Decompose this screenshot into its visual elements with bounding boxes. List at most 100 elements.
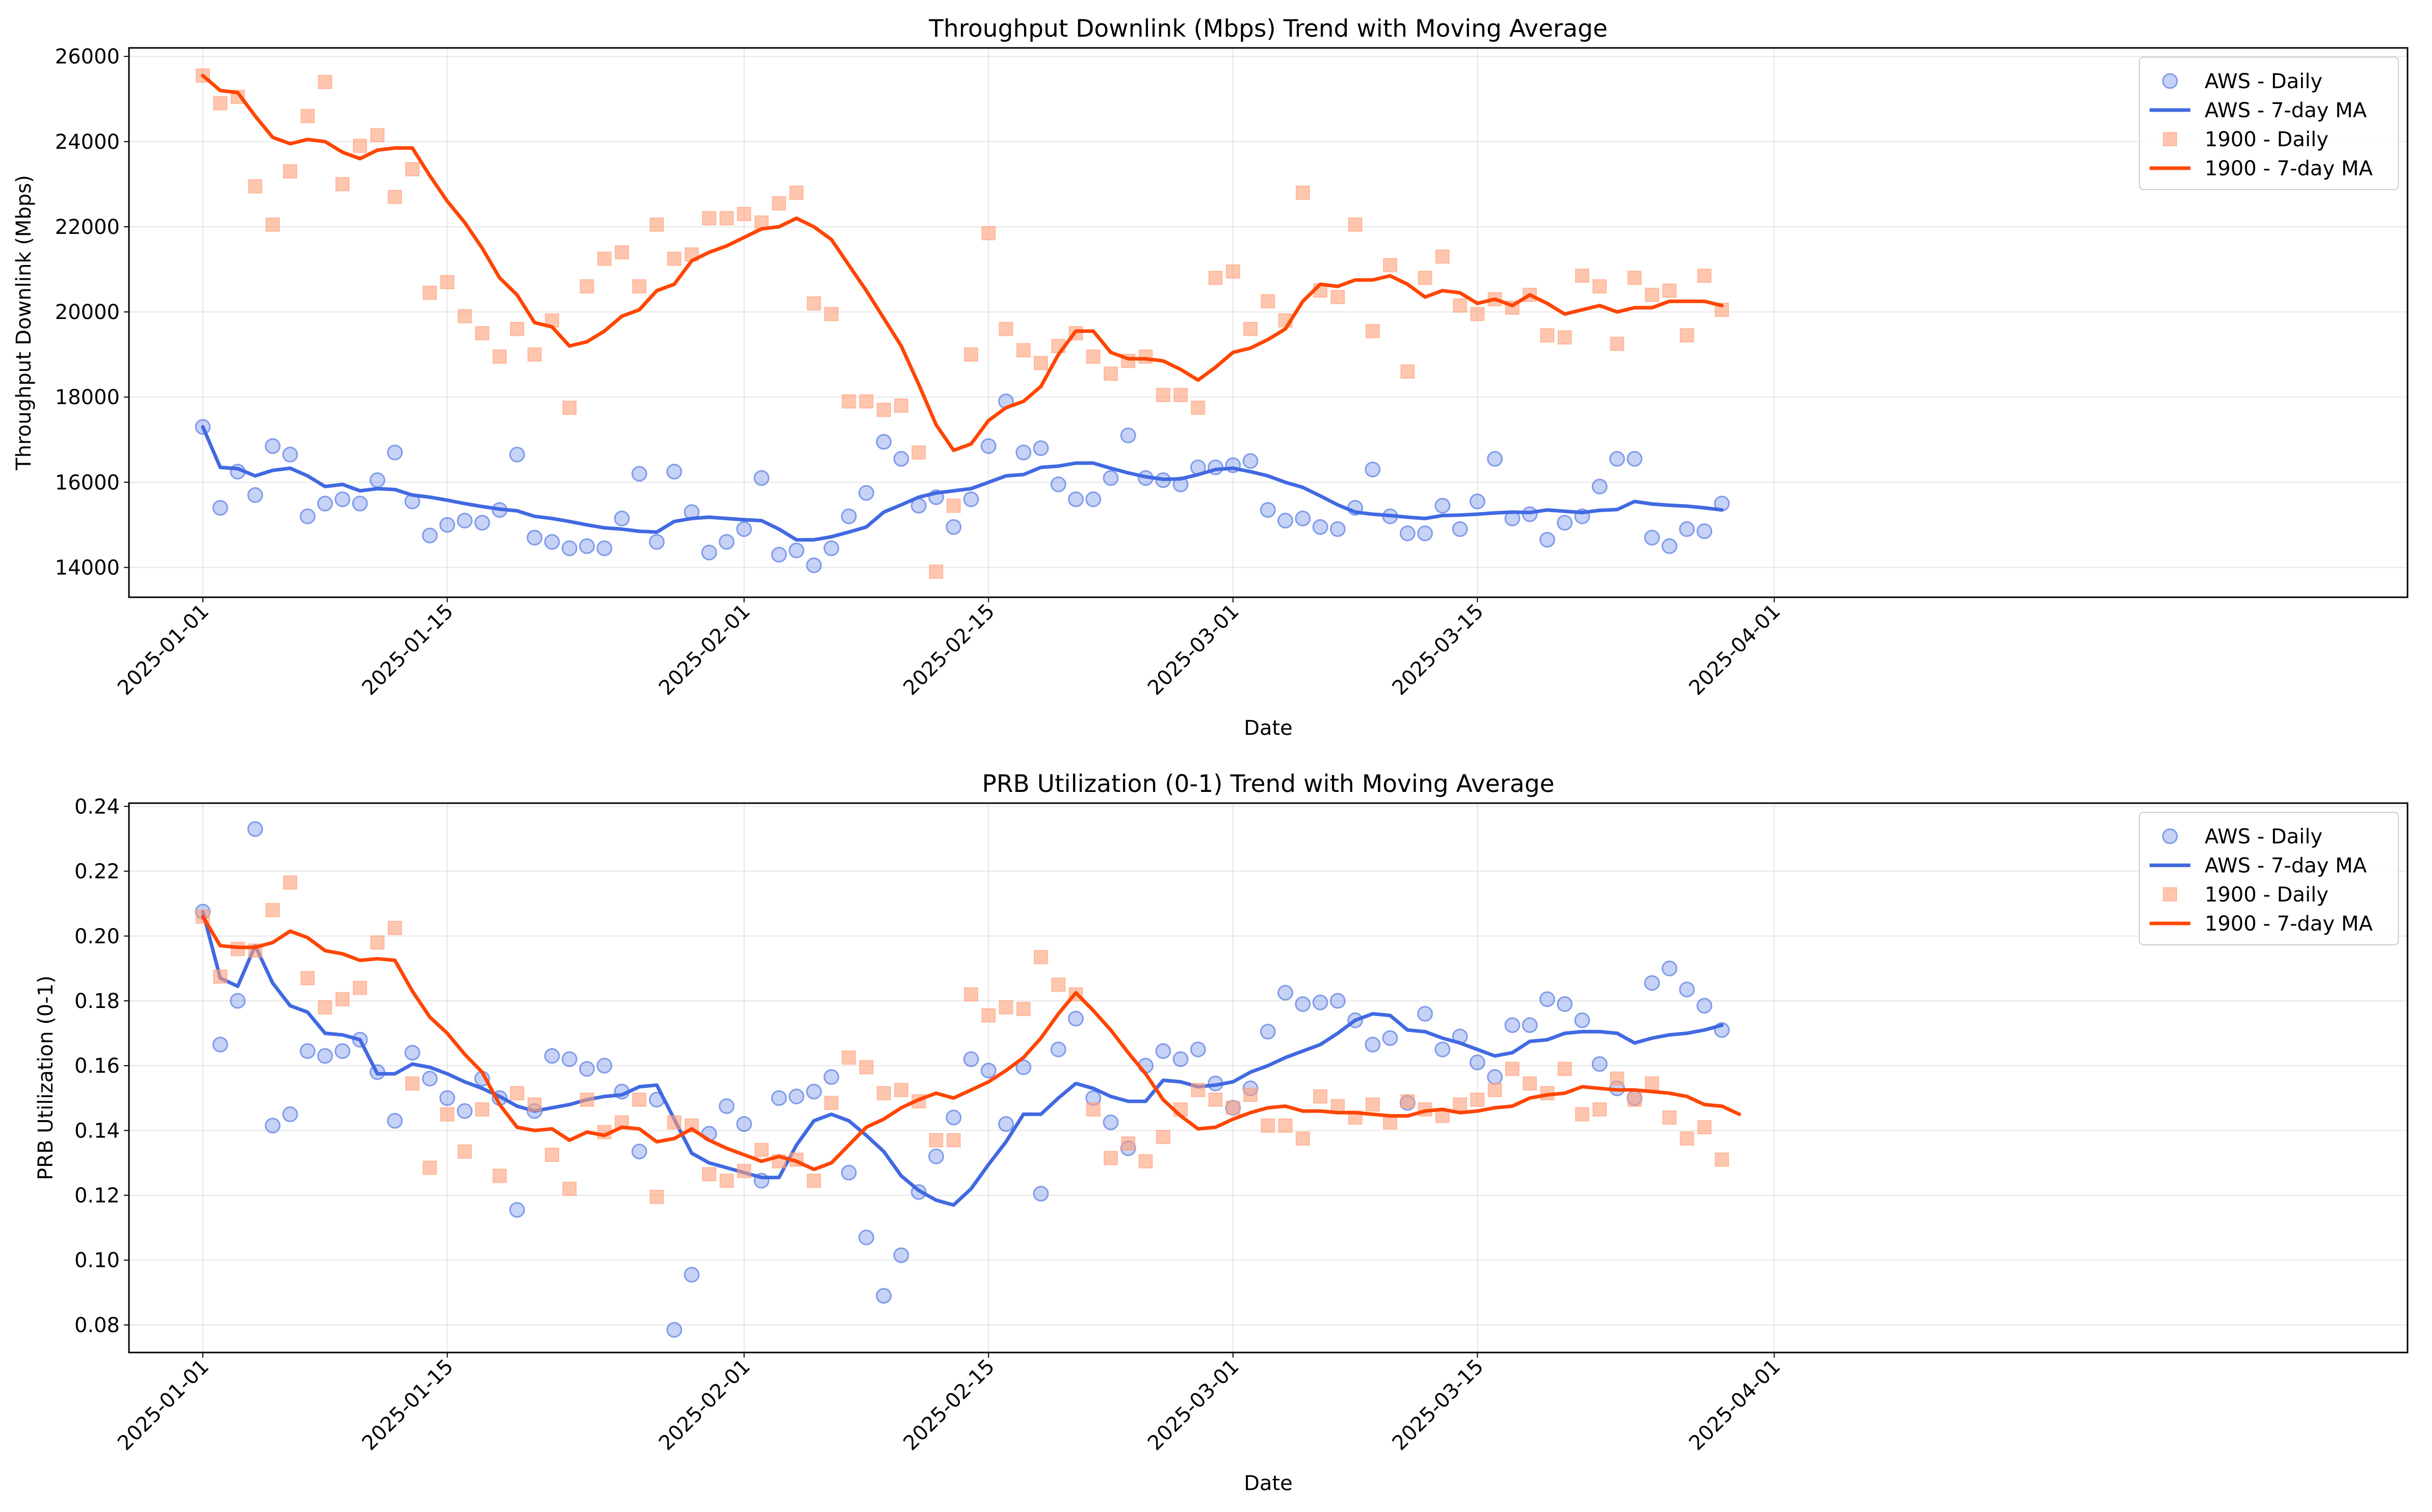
data-point [1277,985,1294,1001]
data-point [1260,1023,1276,1040]
data-point [1295,1131,1310,1146]
data-point [946,519,962,535]
x-tick-label: 2025-01-01 [113,600,214,700]
data-point [334,491,351,508]
series-3 [201,73,1724,453]
data-point [1522,1017,1538,1033]
data-point [702,1167,717,1182]
data-point [841,508,857,524]
data-point [562,401,577,415]
data-point [1714,1152,1729,1167]
x-axis-label: Date [1244,1472,1293,1495]
x-tick-label: 2025-02-15 [899,1355,999,1455]
data-point [544,1048,560,1064]
data-point [475,326,489,340]
data-point [370,128,385,143]
data-point [701,544,717,561]
data-point [283,875,298,890]
data-point [1242,453,1259,469]
data-point [1278,1118,1293,1133]
data-point [1348,217,1363,232]
data-point [1138,349,1153,364]
data-point [1050,1041,1066,1057]
data-point [457,1103,473,1119]
data-point [1016,343,1031,358]
data-point [299,508,316,524]
data-point [842,394,856,409]
legend: AWS - Daily AWS - 7-day MA 1900 - Daily 190… [2139,812,2399,945]
data-point [387,1112,403,1129]
data-point [754,1143,769,1157]
data-point [980,1063,997,1079]
data-point [1418,271,1432,285]
data-point [614,245,629,260]
legend-square-swatch [2163,887,2177,901]
data-point [1260,502,1276,518]
data-point [1557,996,1573,1012]
data-point [1469,493,1485,510]
prb-utilization-chart: 0.08 0.10 0.12 0.14 0.16 0.18 0.20 0.22 0.24 2025… [34,770,2409,1495]
data-point [597,251,612,266]
data-point [579,538,595,554]
data-point [1610,336,1625,351]
legend-circle-swatch [2162,73,2178,89]
y-axis-label: Throughput Downlink (Mbps) [12,175,36,470]
data-point [352,495,368,512]
data-point [858,485,874,501]
data-point [370,935,385,950]
data-point [771,546,787,563]
data-point [1033,1185,1049,1202]
legend-box [2139,57,2399,190]
data-point [1453,298,1468,313]
data-point [789,185,804,200]
data-point [1085,491,1102,508]
data-point [387,190,402,204]
data-point [561,540,578,556]
data-point [1015,444,1032,461]
plot-frame [128,47,2409,598]
data-point [1644,529,1660,546]
data-point [1644,287,1659,302]
data-point [439,1090,455,1106]
data-point [1225,1100,1240,1115]
data-point [1225,264,1240,279]
y-tick-label: 0.20 [74,925,120,948]
data-point [1191,1082,1206,1097]
data-point [1453,1097,1468,1112]
data-point [1295,185,1310,200]
data-point [1627,271,1642,285]
data-point [1434,497,1451,514]
data-point [1697,269,1712,283]
data-point [527,347,542,362]
data-point [876,1086,891,1101]
data-point [614,510,630,526]
data-point [579,1061,595,1077]
data-point [335,177,350,192]
data-point [1243,322,1258,336]
data-point [946,498,961,513]
data-point [1696,997,1713,1014]
ma-line [201,915,1741,1172]
data-point [439,517,455,533]
data-point [1330,289,1345,304]
data-point [841,1164,857,1181]
x-tick-label: 2025-02-01 [655,1355,755,1455]
x-axis-label: Date [1244,717,1293,740]
data-point [1086,349,1101,364]
data-point [509,1202,525,1218]
data-point [1610,1071,1625,1086]
data-point [1505,1062,1520,1076]
data-point [1400,1094,1415,1109]
data-point [999,322,1013,336]
data-point [823,1069,840,1085]
data-point [405,162,420,177]
data-point [212,500,228,516]
data-point [1103,470,1119,486]
data-point [963,491,979,508]
data-point [806,1173,821,1188]
data-point [440,275,455,289]
data-point [474,515,490,531]
y-tick-label: 16000 [55,471,120,494]
series-1 [201,425,1724,542]
data-point [666,463,683,480]
